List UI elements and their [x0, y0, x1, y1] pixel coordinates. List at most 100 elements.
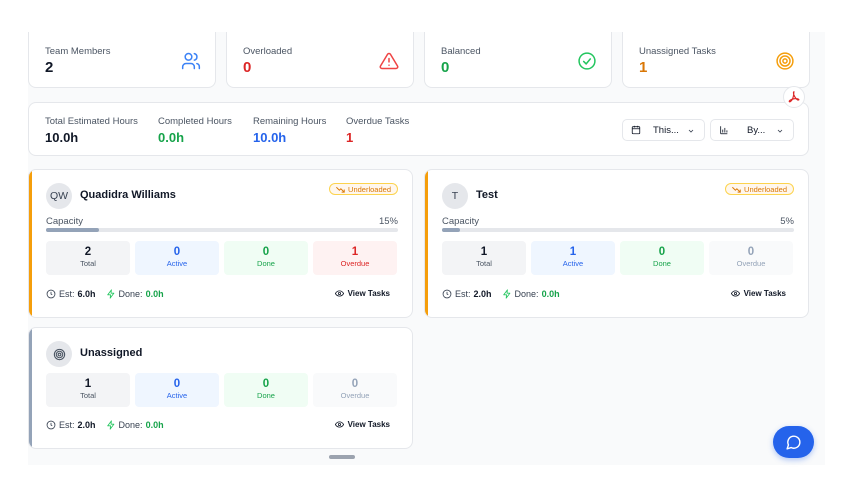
- done-label: Done:: [514, 289, 539, 299]
- member-name: Quadidra Williams: [80, 189, 176, 201]
- tile-value: 0: [173, 246, 181, 258]
- view-tasks-button[interactable]: View Tasks: [334, 289, 390, 298]
- status-badge: Underloaded: [725, 183, 794, 195]
- task-stats: 1 Total 1 Active 0 Done 0 Overdue: [442, 241, 793, 275]
- stat-tile-active: 0 Active: [135, 373, 219, 407]
- eye-icon: [334, 290, 344, 297]
- avatar: [46, 341, 72, 367]
- calendar-icon: [631, 125, 641, 135]
- tile-value: 1: [480, 246, 488, 258]
- tile-value: 1: [569, 246, 577, 258]
- stat-card-balanced: Balanced 0: [424, 32, 612, 88]
- view-tasks-button[interactable]: View Tasks: [730, 289, 786, 298]
- stat-value: 0: [243, 59, 252, 76]
- stat-tile-overdue: 1 Overdue: [313, 241, 397, 275]
- stat-card-team-members: Team Members 2: [28, 32, 216, 88]
- avatar: QW: [46, 183, 72, 209]
- stat-label: Overloaded: [243, 46, 293, 57]
- summary-label: Overdue Tasks: [346, 116, 410, 127]
- card-accent-bar: [29, 170, 32, 317]
- tile-value: 1: [84, 378, 92, 390]
- stat-label: Balanced: [441, 46, 481, 57]
- group-by-select[interactable]: By...: [710, 119, 794, 141]
- stat-value: 2: [45, 59, 54, 76]
- summary-value: 1: [346, 130, 354, 145]
- hours-summary-bar: Total Estimated Hours 10.0h Completed Ho…: [28, 102, 809, 156]
- chat-bubble-icon: [786, 435, 801, 450]
- est-value: 2.0h: [77, 420, 96, 430]
- view-tasks-label: View Tasks: [743, 289, 786, 298]
- stat-tile-total: 2 Total: [46, 241, 130, 275]
- tile-value: 2: [84, 246, 92, 258]
- tile-label: Done: [257, 259, 275, 268]
- tile-label: Active: [166, 259, 188, 268]
- avatar: T: [442, 183, 468, 209]
- summary-label: Completed Hours: [158, 116, 232, 127]
- tile-label: Active: [562, 259, 584, 268]
- task-stats: 2 Total 0 Active 0 Done 1 Overdue: [46, 241, 397, 275]
- target-icon: [53, 348, 65, 360]
- tile-value: 0: [262, 378, 270, 390]
- tile-value: 0: [262, 246, 270, 258]
- tile-value: 0: [351, 378, 359, 390]
- trending-down-icon: [732, 186, 741, 193]
- eye-icon: [730, 290, 740, 297]
- est-label: Est:: [59, 289, 75, 299]
- done-label: Done:: [118, 420, 143, 430]
- unassigned-card: Unassigned 1 Total 0 Active 0 Done 0 Overdue…: [28, 327, 413, 449]
- trending-down-icon: [336, 186, 345, 193]
- eye-icon: [334, 421, 344, 428]
- check-circle-icon: [578, 52, 596, 70]
- member-card: QW Quadidra Williams Underloaded Capacit…: [28, 169, 413, 318]
- stat-tile-overdue: 0 Overdue: [313, 373, 397, 407]
- tile-label: Overdue: [340, 259, 370, 268]
- stat-card-unassigned-tasks: Unassigned Tasks 1: [622, 32, 810, 88]
- summary-overdue: Overdue Tasks 1: [346, 116, 409, 145]
- capacity-bar: [46, 228, 398, 232]
- stat-tile-active: 0 Active: [135, 241, 219, 275]
- hours-footer: Est: 2.0h Done: 0.0h: [46, 420, 164, 430]
- status-badge-label: Underloaded: [348, 184, 391, 194]
- task-stats: 1 Total 0 Active 0 Done 0 Overdue: [46, 373, 397, 407]
- status-badge-label: Underloaded: [744, 184, 787, 194]
- done-label: Done:: [118, 289, 143, 299]
- stat-value: 1: [639, 59, 648, 76]
- summary-value: 10.0h: [253, 130, 287, 145]
- hours-footer: Est: 6.0h Done: 0.0h: [46, 289, 164, 299]
- export-pdf-button[interactable]: [783, 86, 805, 108]
- card-accent-bar: [29, 328, 32, 448]
- capacity-bar-fill: [442, 228, 460, 232]
- view-tasks-label: View Tasks: [347, 289, 390, 298]
- capacity-percent: 15%: [378, 216, 398, 227]
- date-range-select[interactable]: This...: [622, 119, 705, 141]
- member-name: Test: [476, 189, 498, 201]
- est-value: 2.0h: [473, 289, 492, 299]
- clock-icon: [46, 289, 56, 299]
- summary-value: 10.0h: [45, 130, 79, 145]
- capacity-bar: [442, 228, 794, 232]
- summary-label: Remaining Hours: [253, 116, 327, 127]
- tile-label: Overdue: [340, 391, 370, 400]
- stat-label: Team Members: [45, 46, 111, 57]
- tile-value: 0: [658, 246, 666, 258]
- bar-chart-icon: [720, 126, 728, 135]
- stat-card-overloaded: Overloaded 0: [226, 32, 414, 88]
- view-tasks-button[interactable]: View Tasks: [334, 420, 390, 429]
- card-accent-bar: [425, 170, 428, 317]
- stat-tile-done: 0 Done: [620, 241, 704, 275]
- resize-handle[interactable]: [329, 455, 355, 459]
- stat-value: 0: [441, 59, 450, 76]
- stat-tile-active: 1 Active: [531, 241, 615, 275]
- stat-tile-overdue: 0 Overdue: [709, 241, 793, 275]
- clock-icon: [442, 289, 452, 299]
- hours-footer: Est: 2.0h Done: 0.0h: [442, 289, 560, 299]
- chevron-down-icon: [688, 129, 694, 133]
- tile-label: Done: [257, 391, 275, 400]
- capacity-percent: 5%: [780, 216, 794, 227]
- chat-button[interactable]: [773, 426, 814, 458]
- summary-label: Total Estimated Hours: [45, 116, 138, 127]
- view-tasks-label: View Tasks: [347, 420, 390, 429]
- group-by-value: By...: [747, 124, 766, 136]
- stat-tile-total: 1 Total: [442, 241, 526, 275]
